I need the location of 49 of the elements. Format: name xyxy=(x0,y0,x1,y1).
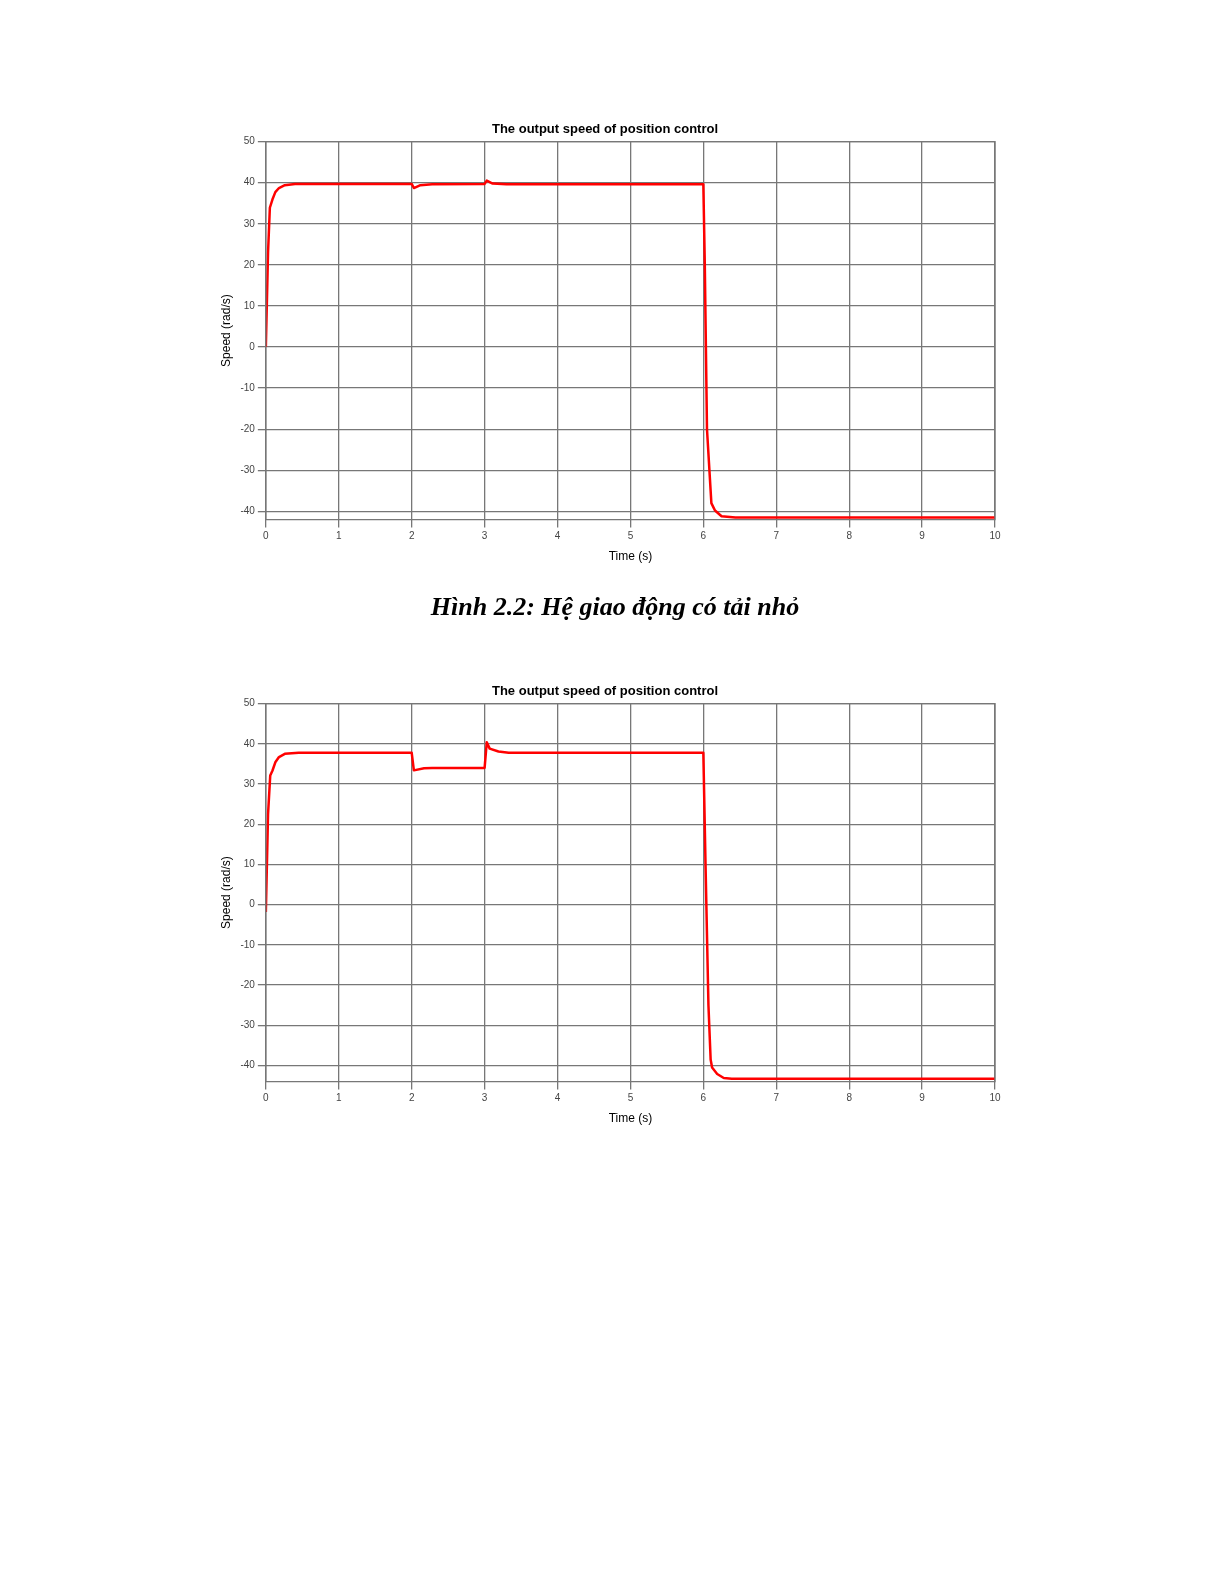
y-tick-label: 0 xyxy=(249,340,256,352)
x-tick-label: 6 xyxy=(700,530,707,542)
y-tick-label: 40 xyxy=(243,737,256,749)
y-tick-label: 20 xyxy=(243,817,256,829)
x-tick-label: 0 xyxy=(263,1092,270,1104)
x-tick-label: 3 xyxy=(481,530,488,542)
x-tick-label: 5 xyxy=(627,530,634,542)
x-tick-label: 8 xyxy=(846,1092,853,1104)
x-tick-label: 2 xyxy=(408,1092,415,1104)
y-tick-label: -20 xyxy=(240,978,256,990)
y-tick-label: 30 xyxy=(243,217,256,229)
y-tick-label: 10 xyxy=(243,299,256,311)
x-tick-label: 1 xyxy=(335,530,342,542)
x-axis-title: Time (s) xyxy=(608,549,653,564)
x-tick-label: 10 xyxy=(989,1092,1001,1104)
x-tick-label: 5 xyxy=(627,1092,634,1104)
y-tick-label: -40 xyxy=(240,505,256,517)
y-tick-label: 50 xyxy=(243,135,256,147)
chart-title: The output speed of position control xyxy=(491,683,719,699)
text: Hình 2.2: Hệ giao động có tải nhỏ xyxy=(429,592,801,622)
y-axis-title: Speed (rad/s) xyxy=(218,294,233,367)
x-tick-label: 9 xyxy=(919,530,926,542)
y-tick-label: -10 xyxy=(240,938,256,950)
x-tick-label: 9 xyxy=(919,1092,926,1104)
x-tick-label: 6 xyxy=(700,1092,707,1104)
x-axis-title: Time (s) xyxy=(608,1111,653,1126)
y-tick-label: -10 xyxy=(240,381,256,393)
x-tick-label: 0 xyxy=(263,530,270,542)
x-tick-label: 3 xyxy=(481,1092,488,1104)
x-tick-label: 2 xyxy=(408,530,415,542)
x-tick-label: 1 xyxy=(335,1092,342,1104)
y-tick-label: -30 xyxy=(240,464,256,476)
y-tick-label: 40 xyxy=(243,176,256,188)
y-tick-label: 50 xyxy=(243,697,256,709)
y-tick-label: -30 xyxy=(240,1019,256,1031)
y-tick-label: 20 xyxy=(243,258,256,270)
chart-title: The output speed of position control xyxy=(491,121,719,137)
x-tick-label: 8 xyxy=(846,530,853,542)
y-tick-label: 0 xyxy=(249,898,256,910)
x-tick-label: 4 xyxy=(554,1092,561,1104)
x-tick-label: 10 xyxy=(989,530,1001,542)
y-tick-label: 10 xyxy=(243,858,256,870)
y-tick-label: -40 xyxy=(240,1059,256,1071)
y-axis-title: Speed (rad/s) xyxy=(218,856,233,929)
x-tick-label: 7 xyxy=(773,1092,780,1104)
y-tick-label: -20 xyxy=(240,422,256,434)
x-tick-label: 7 xyxy=(773,530,780,542)
y-tick-label: 30 xyxy=(243,777,256,789)
x-tick-label: 4 xyxy=(554,530,561,542)
